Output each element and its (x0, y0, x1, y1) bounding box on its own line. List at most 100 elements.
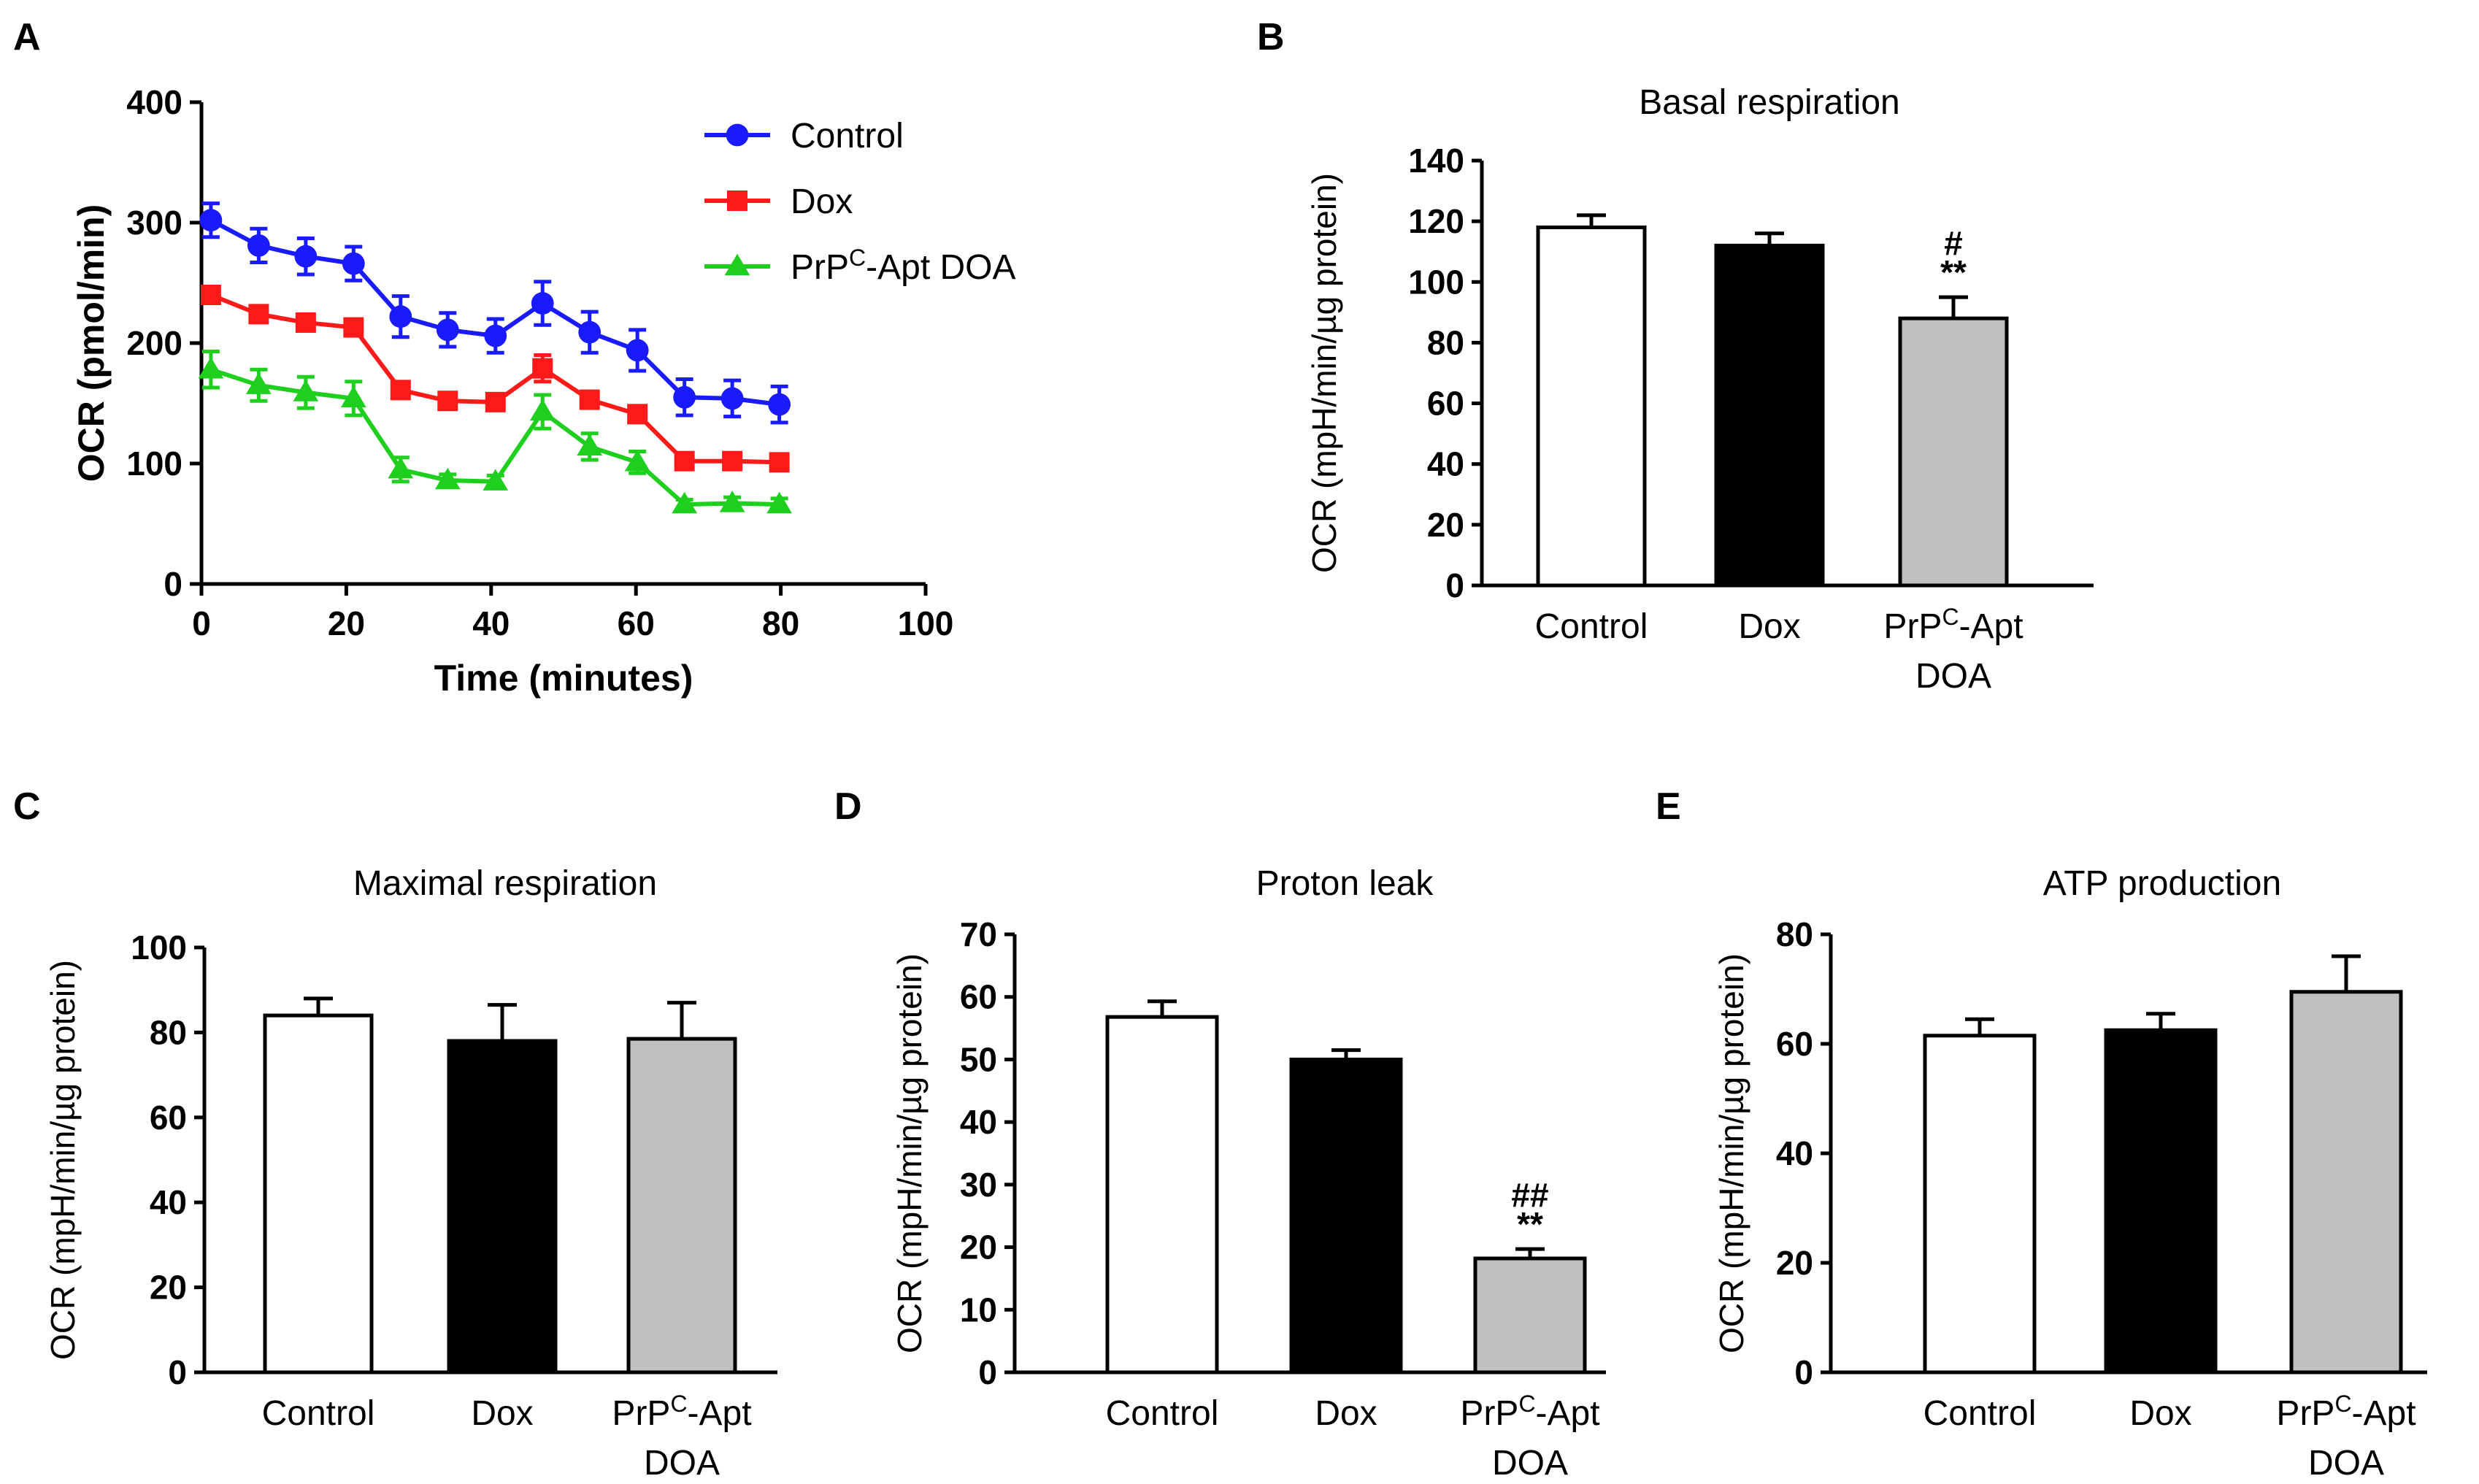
y-tick-label: 10 (960, 1291, 997, 1329)
data-point (627, 404, 648, 425)
y-tick-label: 40 (150, 1183, 187, 1221)
data-point (388, 456, 414, 479)
data-point (436, 318, 459, 342)
bar (447, 1039, 558, 1375)
y-tick-label: 0 (978, 1353, 997, 1391)
data-point (532, 358, 553, 379)
significance-label: ## (1511, 1176, 1548, 1214)
data-point (343, 317, 364, 338)
legend-label-sup: C (849, 245, 866, 271)
data-point (434, 467, 461, 490)
data-point (577, 434, 603, 456)
data-point (624, 449, 650, 472)
y-tick-label: 20 (150, 1269, 187, 1307)
y-tick-label: 60 (150, 1099, 187, 1137)
bar (1105, 1015, 1219, 1375)
category-label-line2: DOA (1492, 1444, 1568, 1483)
category-label-dox: Dox (1315, 1394, 1377, 1433)
y-tick-label: 40 (960, 1103, 997, 1141)
data-point (626, 339, 649, 362)
y-tick-label: 0 (164, 565, 182, 603)
chart-e-bar: ATP production OCR (mpH/min/µg protein) 0 2… (1713, 864, 2427, 1483)
significance-label: # (1944, 224, 1963, 262)
y-tick-label: 80 (150, 1013, 187, 1051)
legend-label: Dox (791, 182, 853, 221)
panel-label-d: D (834, 785, 862, 828)
legend-label-rest: -Apt DOA (866, 248, 1015, 287)
data-point (674, 450, 695, 472)
data-point (199, 209, 223, 232)
panel-label-b: B (1257, 16, 1285, 58)
data-point (722, 450, 743, 472)
category-label-control: Control (1923, 1394, 2037, 1433)
y-tick-label: 300 (126, 204, 182, 242)
data-point (531, 292, 554, 315)
bar (1898, 316, 2009, 588)
data-point (578, 320, 602, 344)
y-tick-label: 100 (1408, 263, 1464, 301)
data-point (483, 469, 509, 491)
chart-b-bar: Basal respiration OCR (mpH/min/µg protein… (1305, 83, 2094, 696)
data-point (673, 385, 696, 409)
series-line (210, 218, 780, 407)
category-label-dox: Dox (471, 1394, 533, 1433)
data-point (484, 324, 507, 347)
y-tick-label: 0 (1445, 566, 1464, 604)
category-label-prpc: PrPC-Apt (1883, 604, 2023, 646)
y-tick-label: 30 (960, 1166, 997, 1204)
category-label-base: PrP (2276, 1394, 2334, 1433)
category-label-base: PrP (612, 1394, 670, 1433)
category-label-base: PrP (1460, 1394, 1518, 1433)
chart-d-bar: Proton leak OCR (mpH/min/µg protein) 0 10 20… (891, 864, 1606, 1483)
y-tick-label: 50 (960, 1040, 997, 1078)
chart-title: Proton leak (1256, 864, 1434, 903)
y-tick-label: 20 (960, 1229, 997, 1266)
y-tick-label: 80 (1776, 915, 1813, 953)
data-point (200, 285, 221, 305)
bar (1923, 1034, 2037, 1375)
data-point (720, 387, 744, 410)
data-point (295, 312, 316, 333)
data-point (246, 372, 272, 394)
data-point (198, 356, 224, 379)
data-point (389, 305, 412, 328)
category-label-sup: C (670, 1391, 687, 1417)
y-axis-title: OCR (mpH/min/µg protein) (891, 953, 929, 1353)
y-tick-label: 100 (131, 929, 187, 966)
panel-label-a: A (13, 16, 41, 58)
category-label-control: Control (262, 1394, 375, 1433)
category-label-dox: Dox (2129, 1394, 2191, 1433)
data-point (437, 391, 458, 412)
category-label-sup: C (2334, 1391, 2351, 1417)
category-label-dox: Dox (1738, 607, 1800, 646)
category-label-rest: -Apt (1959, 607, 2023, 646)
category-label-rest: -Apt (1536, 1394, 1600, 1433)
data-point (768, 393, 791, 416)
y-tick-label: 100 (126, 445, 182, 483)
y-tick-label: 40 (1776, 1134, 1813, 1172)
chart-title: Basal respiration (1639, 83, 1900, 122)
bar (626, 1037, 737, 1375)
y-tick-label: 60 (1776, 1025, 1813, 1063)
y-tick-label: 80 (1427, 323, 1464, 361)
y-tick-label: 120 (1408, 202, 1464, 240)
data-point (672, 491, 698, 514)
data-point (248, 304, 269, 325)
chart-c-bar: Maximal respiration OCR (mpH/min/µg prote… (44, 864, 777, 1483)
y-tick-label: 40 (1427, 445, 1464, 483)
chart-title: ATP production (2043, 864, 2281, 903)
data-point (293, 380, 319, 401)
significance-label: ** (1517, 1205, 1543, 1243)
y-tick-label: 140 (1408, 142, 1464, 180)
data-point (247, 234, 270, 257)
legend-label: PrPC-Apt DOA (791, 245, 1016, 287)
data-point (340, 385, 366, 408)
data-point (529, 399, 556, 421)
bar (1289, 1057, 1403, 1375)
category-label-prpc: PrPC-Apt (612, 1391, 751, 1433)
data-point (719, 491, 745, 512)
y-axis-title: OCR (pmol/min) (71, 204, 112, 483)
bar (2104, 1028, 2218, 1375)
series-2 (198, 350, 792, 514)
x-tick-label: 100 (898, 604, 954, 642)
